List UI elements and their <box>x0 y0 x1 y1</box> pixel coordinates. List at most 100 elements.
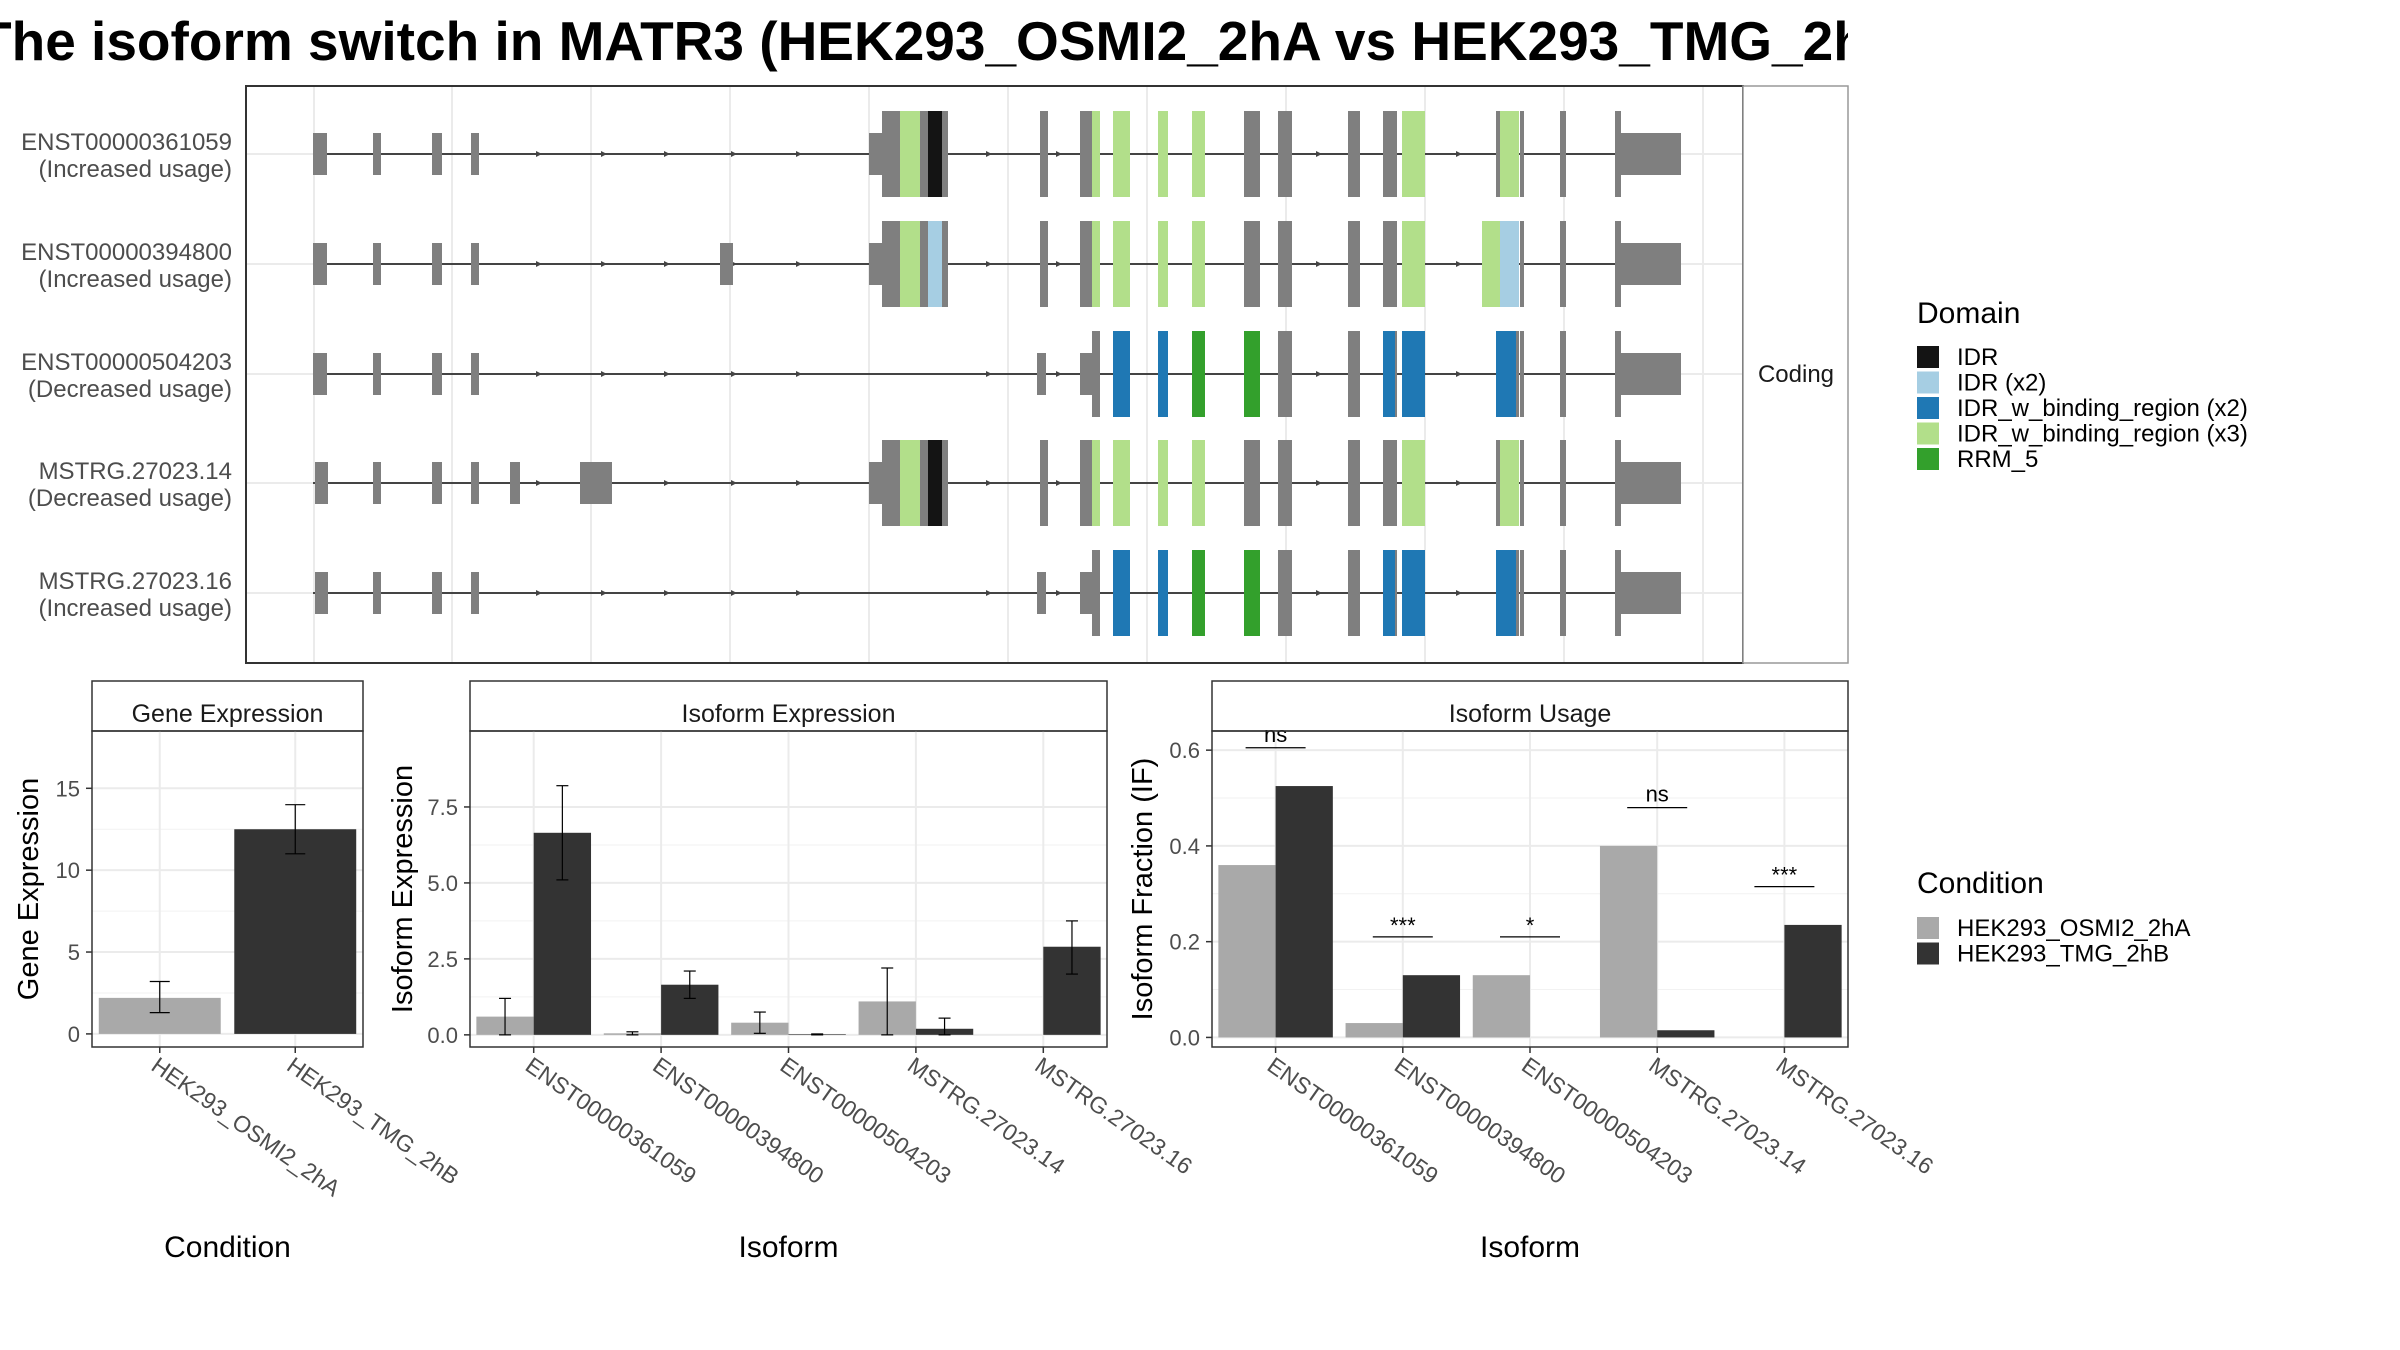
domain-legend-label: IDR <box>1957 344 1998 371</box>
intron-arrow <box>536 371 542 377</box>
transcript-usage-label: (Increased usage) <box>39 156 232 183</box>
exon-utr <box>1621 243 1681 285</box>
intron-arrow <box>1316 480 1322 486</box>
transcript-usage-label: (Increased usage) <box>39 595 232 622</box>
bar <box>1657 1030 1715 1038</box>
bar-panel: Isoform Expression0.02.55.07.5ENST000003… <box>387 680 1197 1264</box>
protein-domain <box>900 440 920 526</box>
transcript-usage-label: (Decreased usage) <box>28 485 232 512</box>
y-tick-label: 7.5 <box>427 795 458 820</box>
exon <box>315 462 328 504</box>
exon <box>432 133 442 175</box>
exon <box>1278 111 1292 197</box>
intron-arrow <box>731 480 737 486</box>
y-tick-label: 0.2 <box>1169 930 1200 955</box>
protein-domain <box>1092 440 1100 526</box>
bar <box>234 829 357 1034</box>
exon <box>471 243 479 285</box>
intron-arrow <box>731 371 737 377</box>
exon <box>432 353 442 395</box>
intron-arrow <box>536 590 542 596</box>
protein-domain <box>928 440 942 526</box>
exon <box>1383 221 1397 307</box>
protein-domain <box>1192 111 1205 197</box>
exon <box>1560 440 1566 526</box>
exon <box>1615 111 1621 197</box>
domain-legend-label: IDR_w_binding_region (x3) <box>1957 421 2248 448</box>
transcript-id-label: ENST00000504203 <box>21 349 232 376</box>
exon <box>1615 440 1621 526</box>
panel-title: Gene Expression <box>132 700 324 728</box>
exon <box>471 133 479 175</box>
condition-legend-title: Condition <box>1917 867 2044 900</box>
intron-arrow <box>664 371 670 377</box>
y-axis-title: Isoform Expression <box>387 765 419 1013</box>
exon-utr <box>1621 572 1681 614</box>
protein-domain <box>1496 550 1516 636</box>
x-axis-title: Isoform <box>1480 1231 1580 1264</box>
intron-arrow <box>796 261 802 267</box>
protein-domain <box>1092 111 1100 197</box>
transcript-structure-row <box>313 440 1681 526</box>
protein-domain <box>1192 550 1205 636</box>
facet-strip <box>1742 85 1849 664</box>
protein-domain <box>1402 221 1425 307</box>
exon-utr <box>1621 353 1681 395</box>
protein-domain <box>1092 221 1100 307</box>
transcript-structure-row <box>313 221 1681 307</box>
bar <box>1599 845 1658 1038</box>
transcript-structure-row <box>313 111 1681 197</box>
protein-domain <box>1383 331 1395 417</box>
intron-arrow <box>1056 371 1062 377</box>
y-tick-label: 0.6 <box>1169 738 1200 763</box>
domain-legend-swatch <box>1917 422 1939 445</box>
protein-domain <box>1192 221 1205 307</box>
intron-arrow <box>986 480 992 486</box>
intron-arrow <box>986 151 992 157</box>
transcript-id-label: MSTRG.27023.16 <box>39 568 232 595</box>
protein-domain <box>1500 111 1519 197</box>
exon <box>1080 111 1092 197</box>
intron-arrow <box>601 590 607 596</box>
intron-arrow <box>1456 371 1462 377</box>
transcript-usage-label: (Increased usage) <box>39 266 232 293</box>
protein-domain <box>1402 440 1425 526</box>
intron-arrow <box>664 590 670 596</box>
exon <box>1278 331 1292 417</box>
exon <box>1348 111 1360 197</box>
exon <box>1520 221 1524 307</box>
panel-border <box>91 730 364 1048</box>
protein-domain <box>1113 550 1130 636</box>
protein-domain <box>900 111 920 197</box>
significance-label: *** <box>1772 863 1798 888</box>
protein-domain <box>1402 111 1425 197</box>
protein-domain <box>1113 111 1130 197</box>
bar <box>1218 865 1276 1038</box>
y-tick-label: 5.0 <box>427 871 458 896</box>
exon <box>1040 221 1048 307</box>
bar <box>1784 924 1842 1038</box>
intron-arrow <box>1056 261 1062 267</box>
protein-domain <box>1192 331 1205 417</box>
intron-arrow <box>601 261 607 267</box>
protein-domain <box>1113 440 1130 526</box>
exon <box>1520 440 1524 526</box>
exon <box>313 353 327 395</box>
exon <box>432 572 442 614</box>
exon <box>1092 550 1100 636</box>
intron-arrow <box>1056 151 1062 157</box>
exon <box>869 462 882 504</box>
exon <box>373 353 381 395</box>
exon <box>1244 221 1260 307</box>
exon <box>471 572 479 614</box>
condition-legend-swatch <box>1917 917 1939 939</box>
intron-arrow <box>601 151 607 157</box>
y-tick-label: 5 <box>68 940 80 965</box>
exon <box>1080 572 1092 614</box>
bar <box>1402 975 1461 1038</box>
exon <box>1615 331 1621 417</box>
intron-arrow <box>1316 590 1322 596</box>
exon <box>1383 440 1397 526</box>
domain-legend-label: IDR (x2) <box>1957 370 2046 397</box>
